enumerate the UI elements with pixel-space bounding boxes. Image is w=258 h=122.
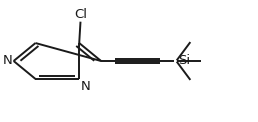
Text: N: N xyxy=(3,55,12,67)
Text: N: N xyxy=(80,80,90,93)
Text: Cl: Cl xyxy=(74,8,87,21)
Text: Si: Si xyxy=(178,55,190,67)
